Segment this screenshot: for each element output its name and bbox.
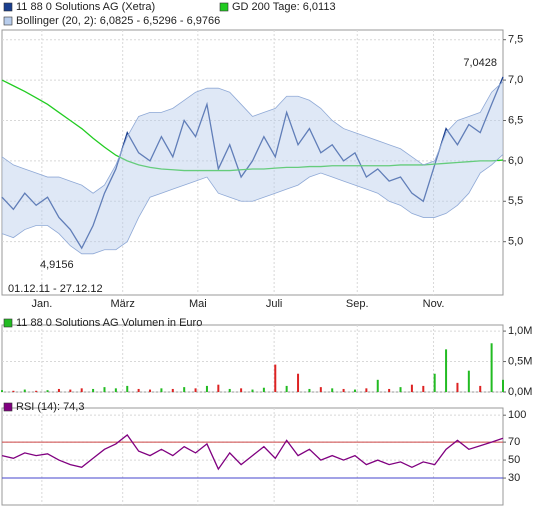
- legend-label: 11 88 0 Solutions AG Volumen in Euro: [16, 317, 202, 329]
- legend-swatch: [3, 16, 13, 26]
- volume-bar: [399, 387, 402, 392]
- volume-bar: [251, 389, 254, 392]
- volume-bar: [319, 387, 322, 392]
- bollinger-edge: [1, 154, 504, 255]
- volume-bar: [388, 388, 391, 392]
- volume-bar: [92, 388, 95, 392]
- bollinger-band: [2, 81, 503, 254]
- volume-bar: [171, 388, 174, 392]
- legend-swatch: [3, 318, 13, 328]
- volume-bar: [205, 385, 208, 392]
- volume-bar: [479, 385, 482, 392]
- volume-bar: [46, 390, 49, 392]
- y-tick-label: 0,0M: [508, 386, 532, 398]
- volume-bar: [35, 390, 38, 392]
- volume-bar: [467, 370, 470, 392]
- volume-bar: [80, 388, 83, 392]
- annotation: 7,0428: [463, 57, 497, 69]
- volume-bar: [114, 388, 117, 392]
- volume-bar: [376, 379, 379, 392]
- y-tick-label: 6,5: [508, 114, 523, 126]
- volume-bar: [365, 388, 368, 392]
- plot-frame: [1, 324, 504, 393]
- bollinger-edge: [1, 81, 504, 194]
- volume-bar: [240, 388, 243, 392]
- legend-swatch: [219, 2, 229, 12]
- legend-swatch: [3, 2, 13, 12]
- x-tick-label: Sep.: [346, 298, 369, 310]
- y-tick-label: 70: [508, 436, 520, 448]
- volume-bar: [137, 388, 140, 392]
- volume-bar: [160, 388, 163, 392]
- date-range: 01.12.11 - 27.12.12: [8, 283, 103, 295]
- plot-frame: [1, 407, 504, 506]
- line: [1, 79, 504, 172]
- y-tick-label: 1,0M: [508, 325, 532, 337]
- volume-bar: [502, 379, 504, 392]
- volume-bar: [353, 389, 356, 392]
- volume-bar: [126, 385, 129, 392]
- volume-bar: [308, 388, 311, 392]
- volume-bar: [57, 388, 60, 392]
- volume-bar: [103, 387, 106, 392]
- y-tick-label: 0,5M: [508, 355, 532, 367]
- legend-label: 11 88 0 Solutions AG (Xetra): [16, 1, 155, 13]
- volume-bar: [342, 388, 345, 392]
- legend-label: Bollinger (20, 2): 6,0825 - 6,5296 - 6,9…: [16, 15, 220, 27]
- volume-bar: [490, 343, 493, 392]
- volume-bar: [274, 364, 277, 392]
- volume-bar: [262, 387, 265, 392]
- line: [1, 434, 504, 471]
- legend-swatch: [3, 402, 13, 412]
- volume-bar: [433, 373, 436, 392]
- x-tick-label: Nov.: [423, 298, 445, 310]
- x-tick-label: Jan.: [31, 298, 52, 310]
- annotation: 4,9156: [40, 259, 74, 271]
- volume-bar: [297, 373, 300, 392]
- y-tick-label: 5,0: [508, 236, 523, 248]
- y-tick-label: 7,0: [508, 74, 523, 86]
- x-tick-label: März: [110, 298, 134, 310]
- volume-bar: [12, 390, 15, 392]
- volume-bar: [456, 382, 459, 392]
- volume-bar: [410, 384, 413, 392]
- y-tick-label: 6,0: [508, 155, 523, 167]
- line: [1, 76, 504, 250]
- volume-bar: [1, 390, 3, 392]
- volume-bar: [228, 388, 231, 392]
- volume-bar: [331, 388, 334, 392]
- x-tick-label: Juli: [266, 298, 283, 310]
- volume-bar: [23, 389, 26, 392]
- legend-label: RSI (14): 74,3: [16, 401, 84, 413]
- volume-bar: [149, 389, 152, 392]
- volume-bar: [183, 387, 186, 392]
- x-tick-label: Mai: [189, 298, 207, 310]
- y-tick-label: 7,5: [508, 34, 523, 46]
- volume-bar: [422, 385, 425, 392]
- y-tick-label: 30: [508, 472, 520, 484]
- legend-label: GD 200 Tage: 6,0113: [232, 1, 336, 13]
- y-tick-label: 5,5: [508, 195, 523, 207]
- volume-bar: [217, 384, 220, 392]
- volume-bar: [285, 385, 288, 392]
- volume-bar: [445, 349, 448, 392]
- y-tick-label: 100: [508, 409, 526, 421]
- y-tick-label: 50: [508, 454, 520, 466]
- volume-bar: [194, 388, 197, 392]
- volume-bar: [69, 389, 72, 392]
